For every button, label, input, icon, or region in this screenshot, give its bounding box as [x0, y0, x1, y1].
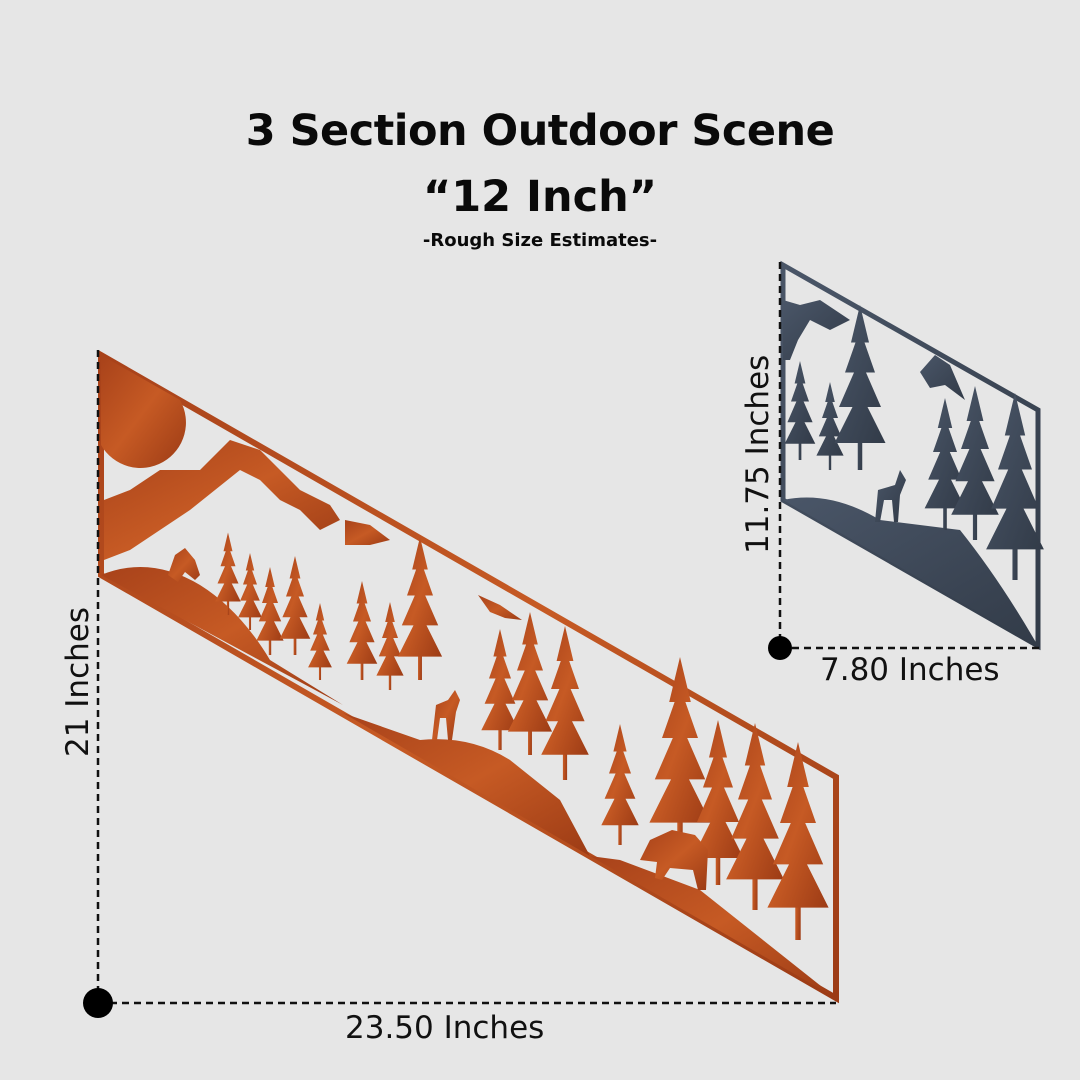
mountain-shape	[104, 440, 340, 560]
eagle-silhouette-small	[920, 355, 965, 400]
bear-silhouette	[640, 830, 708, 890]
small-panel	[780, 260, 1044, 651]
large-panel	[98, 349, 839, 1004]
rock-shape	[783, 300, 850, 360]
wolf-silhouette	[168, 548, 200, 582]
product-title: 3 Section Outdoor Scene	[245, 106, 835, 156]
deer-silhouette	[432, 690, 460, 740]
small-height-label: 11.75 Inches	[740, 354, 776, 554]
large-height-label: 21 Inches	[60, 607, 96, 758]
small-width-label: 7.80 Inches	[820, 652, 1000, 688]
hill-middle	[343, 713, 590, 856]
deer-silhouette-small	[875, 470, 906, 522]
sun-shape	[101, 355, 186, 468]
size-note: -Rough Size Estimates-	[422, 230, 658, 251]
hill-left	[101, 567, 343, 705]
dimension-lines	[96, 262, 1040, 1005]
eagle-silhouette	[478, 595, 522, 620]
origin-dot-small	[768, 636, 792, 660]
product-size: “12 Inch”	[422, 172, 658, 222]
hill-small	[783, 497, 1038, 646]
origin-dot-large	[83, 988, 113, 1018]
hill-right	[590, 856, 836, 998]
large-width-label: 23.50 Inches	[345, 1010, 545, 1046]
